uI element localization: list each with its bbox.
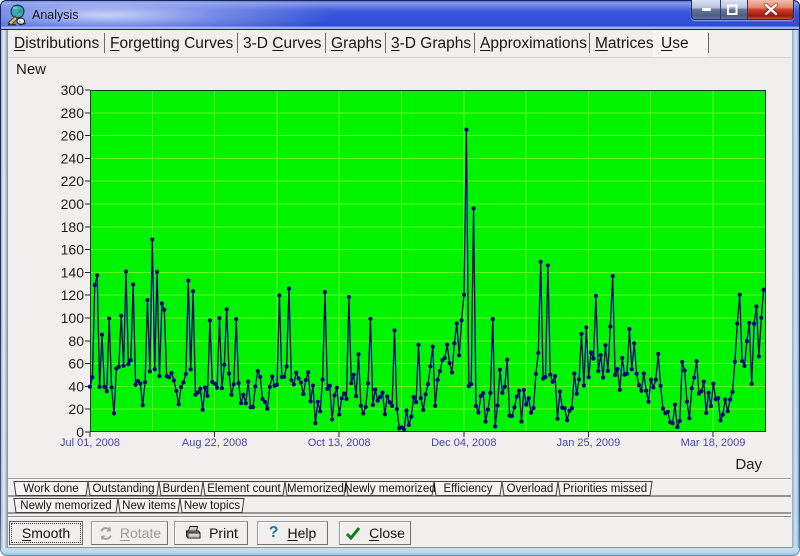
svg-text:80: 80	[68, 333, 84, 349]
svg-text:Work done: Work done	[23, 483, 78, 495]
svg-text:40: 40	[68, 378, 84, 394]
svg-text:20: 20	[68, 401, 84, 417]
svg-text:Jul 01, 2008: Jul 01, 2008	[60, 437, 120, 449]
svg-text:Element count: Element count	[207, 483, 281, 495]
svg-text:120: 120	[61, 287, 85, 303]
svg-text:Overload: Overload	[507, 483, 554, 495]
svg-text:Newly memorized: Newly memorized	[20, 500, 111, 512]
svg-text:Dec 04, 2008: Dec 04, 2008	[431, 437, 496, 449]
svg-text:Day: Day	[735, 456, 762, 473]
svg-text:Efficiency: Efficiency	[443, 483, 492, 495]
svg-text:60: 60	[68, 356, 84, 372]
svg-text:Oct 13, 2008: Oct 13, 2008	[308, 437, 371, 449]
svg-text:Burden: Burden	[162, 483, 199, 495]
svg-text:New topics: New topics	[184, 500, 240, 512]
svg-text:Memorized: Memorized	[287, 483, 344, 495]
svg-text:Mar 18, 2009: Mar 18, 2009	[681, 437, 746, 449]
svg-text:0: 0	[76, 424, 84, 440]
svg-text:220: 220	[61, 173, 85, 189]
svg-text:160: 160	[61, 242, 85, 258]
svg-text:Priorities missed: Priorities missed	[563, 483, 647, 495]
svg-text:260: 260	[61, 128, 85, 144]
svg-text:300: 300	[61, 82, 85, 98]
svg-text:Outstanding: Outstanding	[92, 483, 154, 495]
svg-text:Aug 22, 2008: Aug 22, 2008	[182, 437, 247, 449]
svg-text:New items: New items	[122, 500, 176, 512]
svg-text:140: 140	[61, 264, 85, 280]
svg-text:Newly memorized: Newly memorized	[344, 483, 435, 495]
svg-text:Jan 25, 2009: Jan 25, 2009	[557, 437, 621, 449]
svg-text:280: 280	[61, 105, 85, 121]
svg-text:180: 180	[61, 219, 85, 235]
svg-text:New: New	[16, 61, 46, 78]
svg-text:240: 240	[61, 150, 85, 166]
svg-text:200: 200	[61, 196, 85, 212]
svg-text:100: 100	[61, 310, 85, 326]
